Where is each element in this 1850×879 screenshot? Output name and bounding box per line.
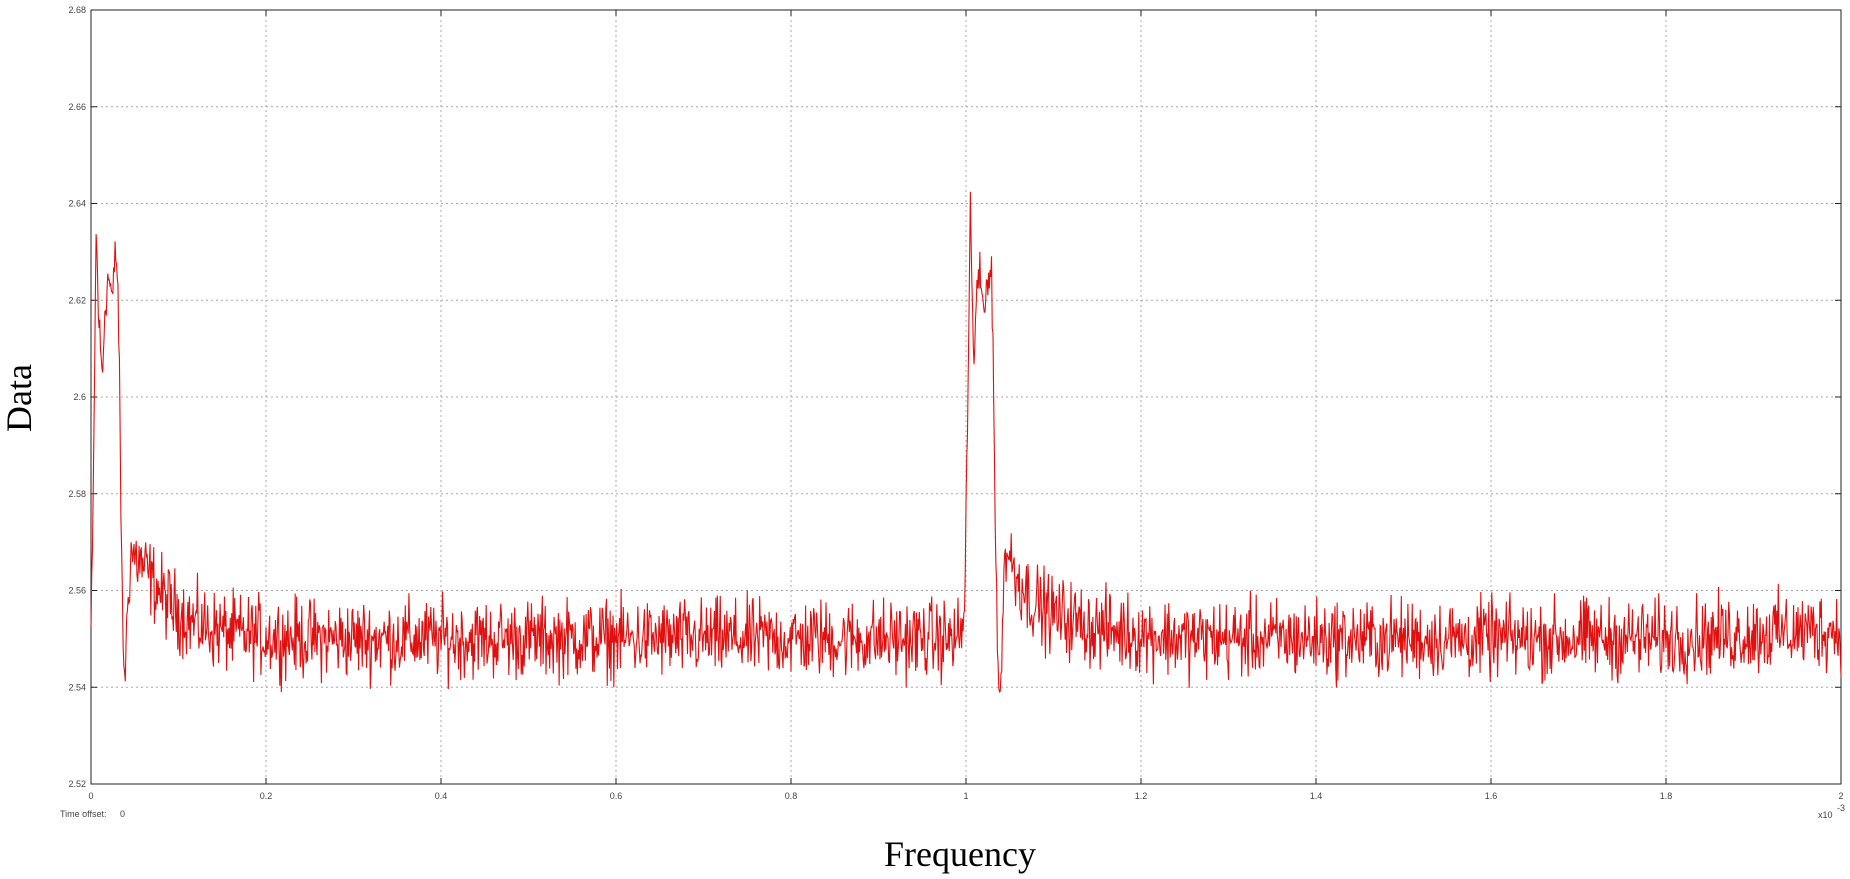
x-scale-exponent: -3 [1837,803,1845,813]
x-tick-label: 0.8 [785,791,798,801]
time-offset-label: Time offset: [60,809,107,819]
x-tick-label: 1.4 [1310,791,1323,801]
y-tick-label: 2.58 [68,489,86,499]
series-line [90,191,1842,693]
x-tick-label: 1 [963,791,968,801]
x-tick-label: 0.6 [610,791,623,801]
x-tick-label: 0.4 [435,791,448,801]
y-axis-label: Data [0,364,39,432]
x-scale-note: x10 [1818,810,1833,820]
y-tick-label: 2.68 [68,5,86,15]
x-tick-labels: 0 0.2 0.4 0.6 0.8 1 1.2 1.4 1.6 1.8 2 [88,791,1843,801]
x-tick-label: 0.2 [260,791,273,801]
tick-marks [90,9,1842,785]
x-tick-label: 1.6 [1485,791,1498,801]
y-tick-labels: 2.52 2.54 2.56 2.58 2.6 2.62 2.64 2.66 2.68 [68,5,86,789]
y-tick-label: 2.62 [68,295,86,305]
y-tick-label: 2.66 [68,102,86,112]
x-axis-label: Frequency [884,834,1036,874]
y-tick-label: 2.6 [73,392,86,402]
y-tick-label: 2.56 [68,586,86,596]
x-tick-label: 1.2 [1135,791,1148,801]
x-tick-label: 0 [88,791,93,801]
x-tick-label: 1.8 [1660,791,1673,801]
y-tick-label: 2.52 [68,779,86,789]
time-offset-value: 0 [120,809,125,819]
y-tick-label: 2.54 [68,682,86,692]
y-tick-label: 2.64 [68,199,86,209]
x-tick-label: 2 [1838,791,1843,801]
